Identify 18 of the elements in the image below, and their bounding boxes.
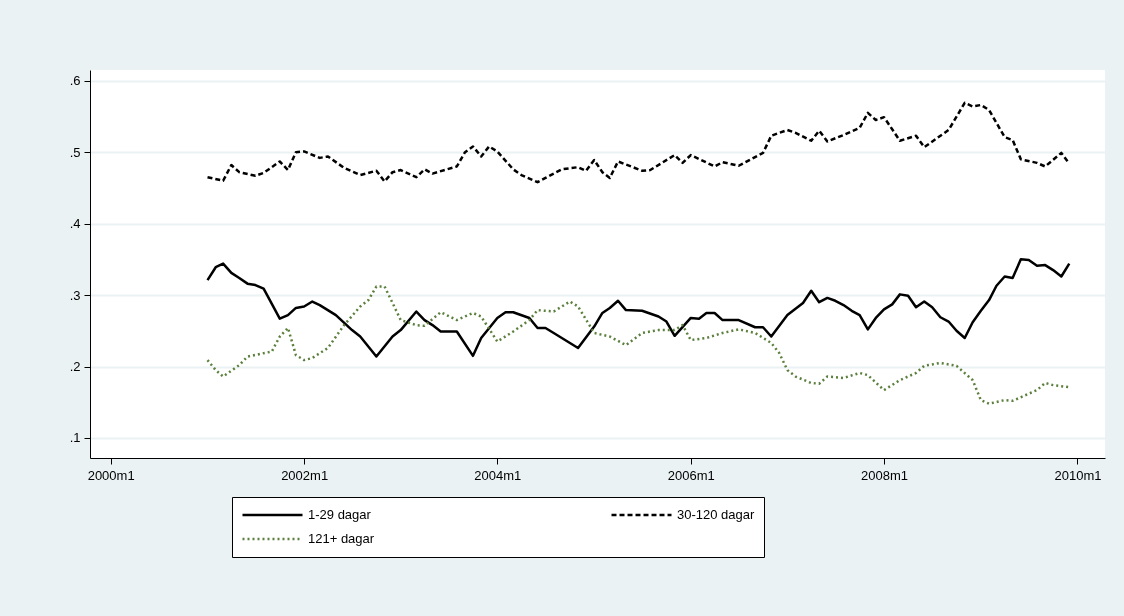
x-tick-label: 2002m1	[281, 467, 329, 483]
line-series	[206, 285, 1071, 405]
line-series	[206, 258, 1071, 358]
y-tick-label: .5	[69, 144, 81, 160]
x-tick-label: 2006m1	[667, 467, 715, 483]
x-tick-label: 2000m1	[87, 467, 135, 483]
y-tick-label: .6	[69, 73, 81, 89]
legend-label: 121+ dagar	[308, 531, 375, 546]
legend-label: 30-120 dagar	[677, 507, 756, 522]
y-tick-label: .3	[69, 287, 81, 303]
y-tick-label: .2	[69, 359, 81, 375]
x-tick-label: 2008m1	[861, 467, 908, 483]
x-tick-label: 2010m1	[1054, 467, 1102, 483]
x-tick-label: 2004m1	[474, 467, 522, 483]
y-tick-label: .1	[69, 430, 81, 446]
line-series	[206, 101, 1071, 184]
legend-label: 1-29 dagar	[308, 507, 372, 522]
y-tick-label: .4	[69, 216, 81, 232]
